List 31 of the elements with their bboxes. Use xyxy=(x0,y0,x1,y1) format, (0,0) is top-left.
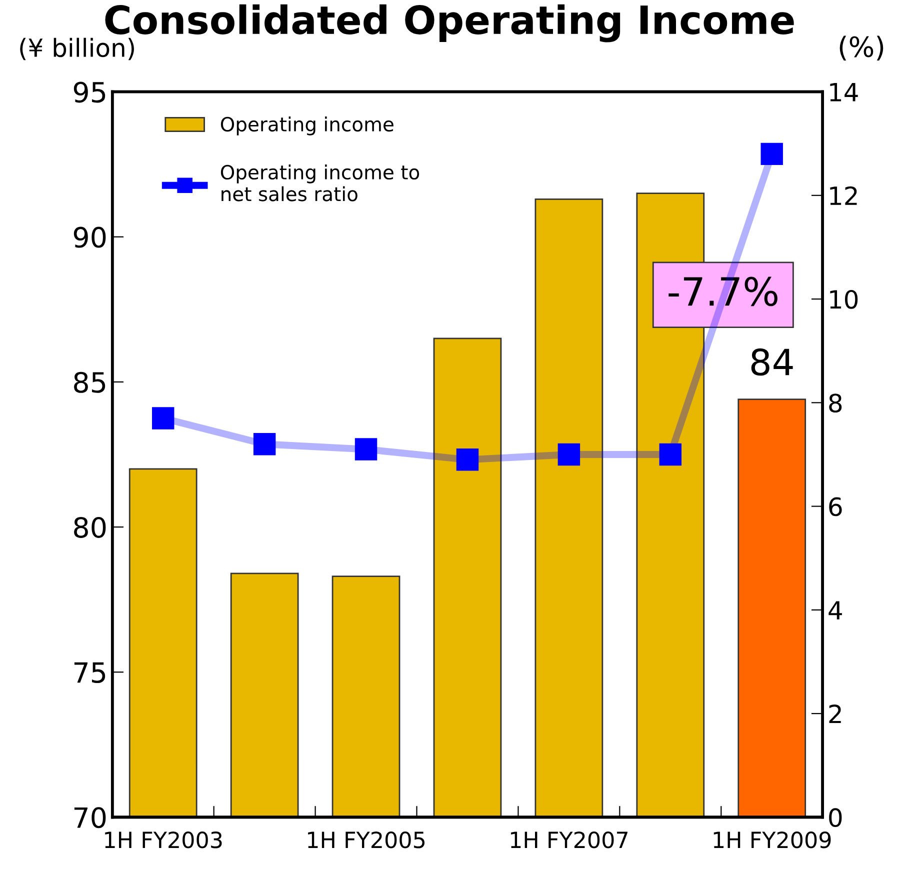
x-tick-label: 1H FY2003 xyxy=(105,831,222,848)
y2-tick-label: 0 xyxy=(829,808,842,828)
point xyxy=(760,142,783,166)
y2-tick-label: 12 xyxy=(830,186,857,205)
y-tick-label: 95 xyxy=(74,82,106,103)
y-tick-label: 70 xyxy=(74,807,106,828)
y-axis-title: (¥ billion) xyxy=(20,38,134,60)
x-tick-label: 1H FY2009 xyxy=(714,831,831,848)
x-tick-label: 1H FY2005 xyxy=(308,831,424,848)
x-tick-label: 1H FY2007 xyxy=(510,831,628,848)
y2-tick-label: 2 xyxy=(829,704,841,724)
y-tick-label: 90 xyxy=(74,226,106,248)
y-tick-label: 80 xyxy=(74,516,106,538)
point xyxy=(659,443,682,466)
y2-tick-label: 6 xyxy=(829,497,842,516)
y2-tick-label: 8 xyxy=(829,394,842,413)
y2-tick-label: 4 xyxy=(828,601,842,620)
point xyxy=(456,448,479,471)
y2-tick-label: 10 xyxy=(830,290,858,309)
y2-tick-label: 14 xyxy=(830,83,858,102)
annotation: -7.7% xyxy=(668,276,778,306)
point xyxy=(558,443,580,466)
point xyxy=(253,433,276,456)
point xyxy=(152,407,174,430)
legend-label: Operating income to net sales ratio xyxy=(220,164,420,202)
y2-axis-title: (%) xyxy=(840,36,884,60)
legend-label: Operating income xyxy=(220,116,394,136)
point xyxy=(354,438,378,460)
data-label: 84 xyxy=(751,348,793,376)
y-tick-label: 85 xyxy=(74,372,106,393)
y-tick-label: 75 xyxy=(74,662,106,684)
